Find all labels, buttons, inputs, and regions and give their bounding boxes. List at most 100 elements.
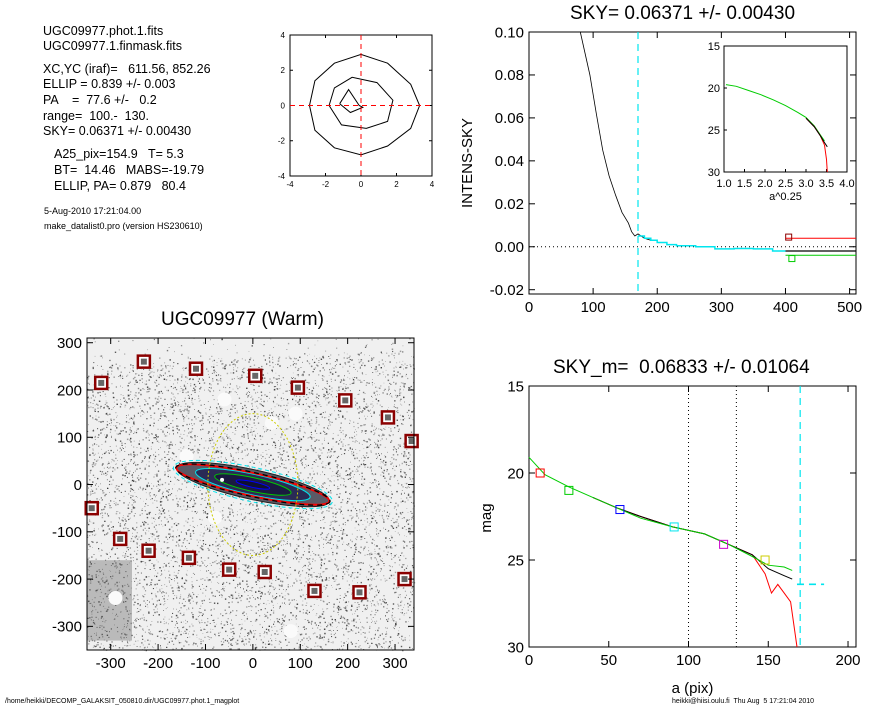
noise-speck (219, 406, 221, 408)
noise-speck (132, 418, 134, 420)
noise-speck (301, 462, 302, 464)
x-tick-label: 4 (430, 180, 435, 189)
noise-speck (227, 516, 229, 518)
noise-speck (286, 552, 288, 554)
noise-speck (374, 614, 376, 616)
noise-speck (399, 361, 401, 363)
noise-speck (312, 510, 315, 512)
noise-speck (259, 635, 261, 637)
noise-speck (344, 379, 346, 381)
noise-speck (163, 634, 165, 636)
noise-speck (172, 549, 173, 551)
noise-speck (306, 535, 308, 537)
noise-speck (398, 586, 400, 588)
noise-speck (313, 400, 315, 403)
noise-speck (291, 599, 293, 601)
noise-speck (354, 645, 357, 648)
noise-speck (348, 623, 350, 625)
noise-speck (156, 600, 158, 602)
noise-speck (228, 414, 230, 416)
noise-speck (200, 404, 202, 406)
noise-speck (274, 467, 276, 469)
noise-speck (168, 427, 170, 429)
noise-speck (147, 505, 149, 506)
noise-speck (169, 581, 170, 583)
noise-speck (344, 601, 347, 604)
noise-speck (164, 524, 166, 526)
noise-speck (337, 414, 340, 416)
noise-speck (323, 585, 325, 587)
noise-speck (143, 369, 145, 370)
noise-speck (145, 503, 147, 505)
noise-speck (322, 355, 324, 358)
noise-speck (116, 626, 118, 628)
noise-speck (307, 397, 309, 399)
noise-speck (235, 641, 237, 643)
noise-speck (207, 432, 209, 434)
noise-speck (152, 646, 153, 648)
noise-speck (142, 628, 144, 630)
noise-speck (149, 540, 150, 542)
noise-speck (149, 406, 151, 409)
noise-speck (404, 401, 405, 403)
noise-speck (363, 460, 364, 462)
noise-speck (106, 640, 108, 642)
noise-speck (384, 446, 386, 448)
noise-speck (309, 474, 311, 476)
noise-speck (271, 644, 273, 646)
noise-speck (407, 606, 409, 608)
noise-speck (129, 394, 131, 395)
noise-speck (100, 610, 102, 613)
noise-speck (166, 389, 167, 391)
noise-speck (361, 472, 363, 474)
noise-speck (165, 634, 167, 635)
noise-speck (403, 569, 406, 571)
noise-speck (283, 573, 284, 575)
noise-speck (348, 467, 350, 469)
noise-speck (92, 534, 94, 536)
noise-speck (379, 515, 381, 516)
noise-speck (316, 358, 318, 360)
noise-speck (96, 626, 98, 628)
noise-speck (101, 625, 103, 627)
noise-speck (251, 632, 253, 635)
noise-speck (176, 545, 177, 547)
noise-speck (371, 483, 372, 484)
noise-speck (116, 415, 118, 417)
noise-speck (371, 605, 372, 607)
noise-speck (371, 579, 373, 581)
noise-speck (92, 407, 94, 409)
noise-speck (145, 605, 147, 607)
noise-speck (177, 405, 179, 407)
noise-speck (335, 513, 337, 515)
noise-speck (220, 529, 222, 530)
noise-speck (116, 403, 118, 405)
noise-speck (252, 587, 254, 589)
noise-speck (182, 626, 185, 628)
noise-speck (376, 487, 378, 488)
noise-speck (299, 518, 301, 520)
noise-speck (254, 521, 256, 523)
noise-speck (338, 583, 340, 585)
noise-speck (342, 513, 344, 515)
noise-speck (334, 365, 336, 367)
noise-speck (174, 476, 175, 478)
noise-speck (394, 544, 397, 547)
noise-speck (97, 638, 99, 640)
noise-speck (321, 378, 323, 379)
noise-speck (272, 557, 274, 560)
noise-speck (137, 608, 139, 609)
noise-speck (115, 412, 117, 414)
noise-speck (198, 541, 199, 543)
noise-speck (228, 436, 230, 438)
noise-speck (183, 496, 185, 498)
noise-speck (150, 582, 152, 584)
noise-speck (176, 587, 178, 589)
noise-speck (373, 429, 375, 431)
noise-speck (133, 440, 135, 442)
noise-speck (92, 396, 94, 397)
noise-speck (299, 399, 301, 401)
noise-speck (314, 632, 316, 634)
noise-speck (162, 596, 163, 597)
noise-speck (400, 596, 401, 598)
